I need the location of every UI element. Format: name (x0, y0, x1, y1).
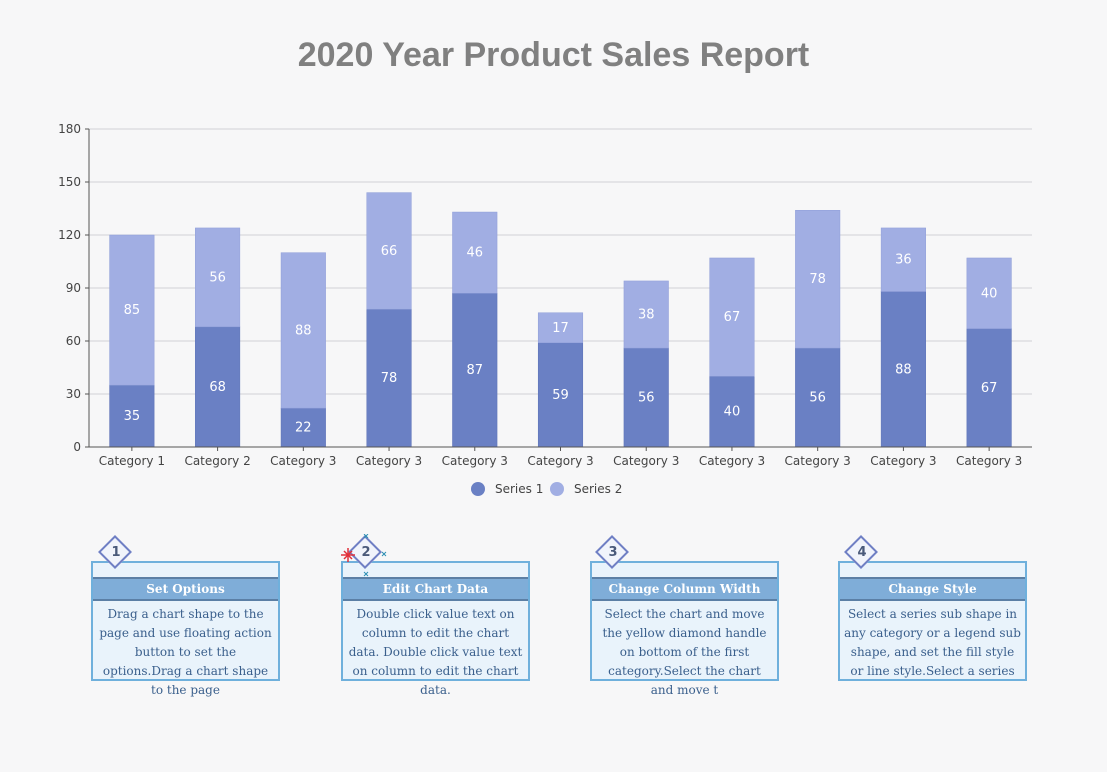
bar-series-2[interactable] (366, 192, 412, 310)
x-tick-label: Category 3 (699, 454, 765, 468)
step-badge-3: 3 (595, 535, 629, 569)
chart-title: 2020 Year Product Sales Report (297, 36, 810, 74)
step-badge-2[interactable]: 2 (348, 535, 382, 569)
bar-series-1[interactable] (966, 328, 1012, 448)
data-label[interactable]: 67 (981, 381, 998, 396)
bar-series-2[interactable] (537, 312, 584, 344)
step-number: 4 (857, 545, 867, 560)
data-label[interactable]: 78 (809, 272, 826, 287)
legend-marker[interactable] (550, 482, 564, 496)
x-tick-label: Category 3 (785, 454, 851, 468)
x-tick-label: Category 3 (527, 454, 593, 468)
y-tick-label: 0 (73, 440, 81, 454)
move-handle-icon[interactable] (341, 548, 355, 562)
step-card-text: Drag a chart shape to the page and use f… (99, 607, 272, 697)
step-card-3[interactable]: Change Column Width Select the chart and… (590, 561, 779, 697)
y-tick-label: 150 (58, 175, 81, 189)
step-card-heading: Set Options (93, 577, 278, 601)
x-tick-label: Category 3 (870, 454, 936, 468)
x-tick-label: Category 3 (356, 454, 422, 468)
bar-series-1[interactable] (452, 293, 498, 448)
bar-series-1[interactable] (795, 347, 841, 448)
data-label[interactable]: 35 (124, 409, 141, 424)
data-label[interactable]: 56 (809, 391, 826, 406)
data-label[interactable]: 67 (724, 310, 741, 325)
y-tick-label: 120 (58, 228, 81, 242)
step-card-heading: Change Style (840, 577, 1025, 601)
data-label[interactable]: 66 (381, 244, 398, 259)
selection-handles[interactable] (338, 534, 394, 578)
y-tick-label: 180 (58, 122, 81, 136)
step-card-text: Select a series sub shape in any categor… (844, 607, 1021, 678)
bar-series-1[interactable] (195, 326, 241, 448)
bar-series-1[interactable] (623, 347, 669, 448)
data-label[interactable]: 59 (552, 388, 569, 403)
bar-series-1[interactable] (880, 291, 926, 448)
step-card-text: Double click value text on column to edi… (348, 607, 523, 697)
data-label[interactable]: 36 (895, 253, 912, 268)
step-badge-1: 1 (98, 535, 132, 569)
x-tick-label: Category 3 (956, 454, 1022, 468)
step-badge-4: 4 (844, 535, 878, 569)
data-label[interactable]: 88 (295, 323, 312, 338)
data-label[interactable]: 68 (209, 380, 226, 395)
x-axis: Category 1 Category 2 Category 3 Category 3… (89, 446, 1032, 468)
bar-series-2[interactable] (195, 227, 241, 328)
bar-series-2[interactable] (795, 210, 841, 349)
bar-series-2[interactable] (109, 234, 155, 386)
step-card-heading: Change Column Width (592, 577, 777, 601)
legend-label[interactable]: Series 1 (495, 482, 543, 496)
data-label[interactable]: 22 (295, 421, 312, 436)
x-tick-label: Category 1 (99, 454, 165, 468)
y-tick-label: 30 (66, 387, 81, 401)
bar-series-2[interactable] (452, 211, 498, 294)
step-number: 1 (111, 545, 121, 560)
bar-series-2[interactable] (709, 257, 755, 377)
step-card-text: Select the chart and move the yellow dia… (602, 607, 767, 697)
bar-series-1[interactable] (537, 342, 584, 448)
resize-handle-icon[interactable] (363, 534, 387, 577)
stacked-bar-chart[interactable]: 0 30 60 90 120 150 180 35 85 68 56 22 88 78 66 87 46 59 1… (0, 0, 1107, 520)
data-label[interactable]: 40 (724, 405, 741, 420)
legend: Series 1 Series 2 (471, 482, 622, 496)
bar-series-1[interactable] (709, 376, 755, 448)
data-label[interactable]: 87 (466, 363, 483, 378)
data-label[interactable]: 46 (466, 246, 483, 261)
step-number: 3 (608, 545, 618, 560)
step-card-1[interactable]: Set Options Drag a chart shape to the pa… (91, 561, 280, 697)
bar-series-2[interactable] (880, 227, 926, 292)
step-card-heading: Edit Chart Data (343, 577, 528, 601)
step-card-2[interactable]: Edit Chart Data Double click value text … (341, 561, 530, 697)
bar-series-1[interactable] (109, 384, 155, 448)
x-tick-label: Category 3 (442, 454, 508, 468)
legend-label[interactable]: Series 2 (574, 482, 622, 496)
bar-series-2[interactable] (966, 257, 1012, 329)
step-number: 2 (361, 545, 371, 560)
data-label[interactable]: 85 (124, 303, 141, 318)
bar-series-2[interactable] (280, 252, 326, 409)
bar-series-1[interactable] (280, 407, 326, 448)
bar-series-2[interactable] (623, 280, 669, 349)
data-label[interactable]: 88 (895, 362, 912, 377)
x-tick-label: Category 3 (270, 454, 336, 468)
x-tick-label: Category 3 (613, 454, 679, 468)
step-card-4[interactable]: Change Style Select a series sub shape i… (838, 561, 1027, 681)
y-tick-label: 60 (66, 334, 81, 348)
legend-marker[interactable] (471, 482, 485, 496)
data-label[interactable]: 17 (552, 321, 569, 336)
data-label[interactable]: 38 (638, 308, 655, 323)
bars: 35 85 68 56 22 88 78 66 87 46 59 17 56 38 40 67 56 78 88 36… (109, 192, 1012, 448)
data-label[interactable]: 56 (638, 391, 655, 406)
y-axis: 0 30 60 90 120 150 180 (58, 122, 90, 454)
x-tick-label: Category 2 (184, 454, 250, 468)
data-label[interactable]: 78 (381, 371, 398, 386)
y-tick-label: 90 (66, 281, 81, 295)
data-label[interactable]: 56 (209, 270, 226, 285)
data-label[interactable]: 40 (981, 286, 998, 301)
